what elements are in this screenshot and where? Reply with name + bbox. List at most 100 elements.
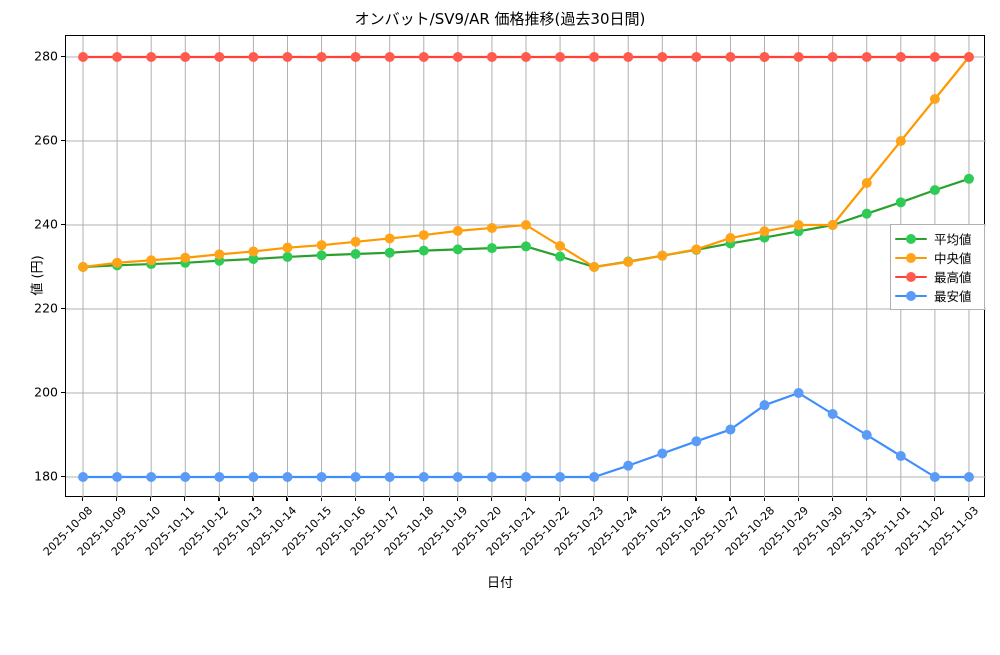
data-point (248, 52, 259, 62)
data-point (589, 262, 600, 272)
x-tick-mark (831, 497, 833, 501)
y-tick-mark (61, 140, 65, 142)
data-point (350, 236, 361, 247)
x-tick-mark (354, 497, 356, 501)
data-point (589, 472, 600, 482)
y-tick-mark (61, 56, 65, 58)
y-tick-label: 240 (34, 216, 58, 232)
data-point (316, 250, 327, 261)
data-point (248, 254, 259, 265)
data-point (418, 52, 429, 62)
data-point (180, 472, 191, 482)
data-point (521, 472, 531, 482)
y-tick-label: 220 (34, 300, 58, 316)
data-point (350, 248, 361, 259)
legend-item[interactable]: 最高値 (895, 267, 980, 286)
data-point (623, 52, 634, 62)
data-point (486, 472, 497, 482)
data-point (214, 472, 225, 482)
x-tick-mark (388, 497, 390, 501)
data-point (350, 52, 361, 62)
data-point (78, 52, 89, 62)
data-point (657, 448, 668, 459)
data-point (112, 52, 123, 62)
x-tick-mark (661, 497, 663, 501)
data-point (861, 52, 872, 62)
x-tick-mark (525, 497, 527, 501)
y-tick-mark (61, 308, 65, 310)
data-point (248, 246, 259, 257)
chart-legend: 平均値中央値最高値最安値 (890, 224, 985, 310)
series-2 (78, 52, 974, 272)
data-point (214, 249, 225, 260)
x-tick-mark (763, 497, 765, 501)
plot-svg (66, 36, 986, 498)
data-point (384, 52, 395, 62)
data-point (861, 430, 872, 440)
y-tick-mark (61, 224, 65, 226)
data-point (78, 472, 89, 482)
y-tick-label: 200 (34, 384, 58, 400)
legend-label: 最高値 (934, 270, 972, 285)
data-point (316, 240, 327, 251)
legend-swatch-icon (895, 251, 927, 265)
chart-title: オンバット/SV9/AR 価格推移(過去30日間) (354, 10, 646, 28)
data-point (963, 173, 974, 184)
data-point (418, 245, 429, 256)
plot-area (65, 35, 986, 498)
data-point (521, 241, 531, 252)
data-point (963, 52, 974, 62)
data-point (827, 52, 838, 62)
legend-item[interactable]: 平均値 (895, 229, 980, 248)
data-point (316, 52, 327, 62)
x-tick-mark (82, 497, 84, 501)
data-point (691, 244, 702, 255)
legend-label: 平均値 (934, 232, 972, 247)
data-point (350, 472, 361, 482)
data-point (691, 436, 702, 447)
x-tick-mark (797, 497, 799, 501)
data-point (180, 52, 191, 62)
data-point (486, 222, 497, 233)
data-point (691, 52, 702, 62)
data-point (895, 451, 906, 461)
data-point (623, 256, 634, 267)
x-tick-mark (286, 497, 288, 501)
data-point (452, 472, 463, 482)
gridlines (66, 36, 986, 498)
data-point (555, 52, 566, 62)
data-point (725, 424, 736, 435)
legend-item[interactable]: 中央値 (895, 248, 980, 267)
data-point (282, 242, 293, 253)
series-4 (78, 388, 974, 482)
x-tick-mark (865, 497, 867, 501)
data-point (521, 220, 531, 230)
data-point (793, 220, 804, 230)
x-tick-mark (184, 497, 186, 501)
legend-label: 中央値 (934, 251, 972, 266)
data-point (895, 52, 906, 62)
x-tick-mark (320, 497, 322, 501)
data-point (827, 220, 838, 230)
data-point (929, 472, 940, 482)
data-point (793, 388, 804, 398)
data-point (963, 472, 974, 482)
legend-item[interactable]: 最安値 (895, 286, 980, 305)
data-point (895, 136, 906, 146)
legend-label: 最安値 (934, 289, 972, 304)
data-point (623, 460, 634, 471)
data-point (759, 52, 770, 62)
data-point (112, 257, 123, 268)
chart-figure: オンバット/SV9/AR 価格推移(過去30日間) 値 (円) 日付 180 20… (30, 10, 986, 591)
x-tick-mark (695, 497, 697, 501)
data-point (78, 262, 89, 272)
y-tick-label: 180 (34, 468, 58, 484)
data-point (555, 241, 566, 251)
y-tick-label: 280 (34, 48, 58, 64)
x-tick-mark (899, 497, 901, 501)
x-tick-mark (559, 497, 561, 501)
data-point (929, 185, 940, 196)
data-point (452, 244, 463, 255)
data-point (146, 52, 157, 62)
data-point (486, 52, 497, 62)
